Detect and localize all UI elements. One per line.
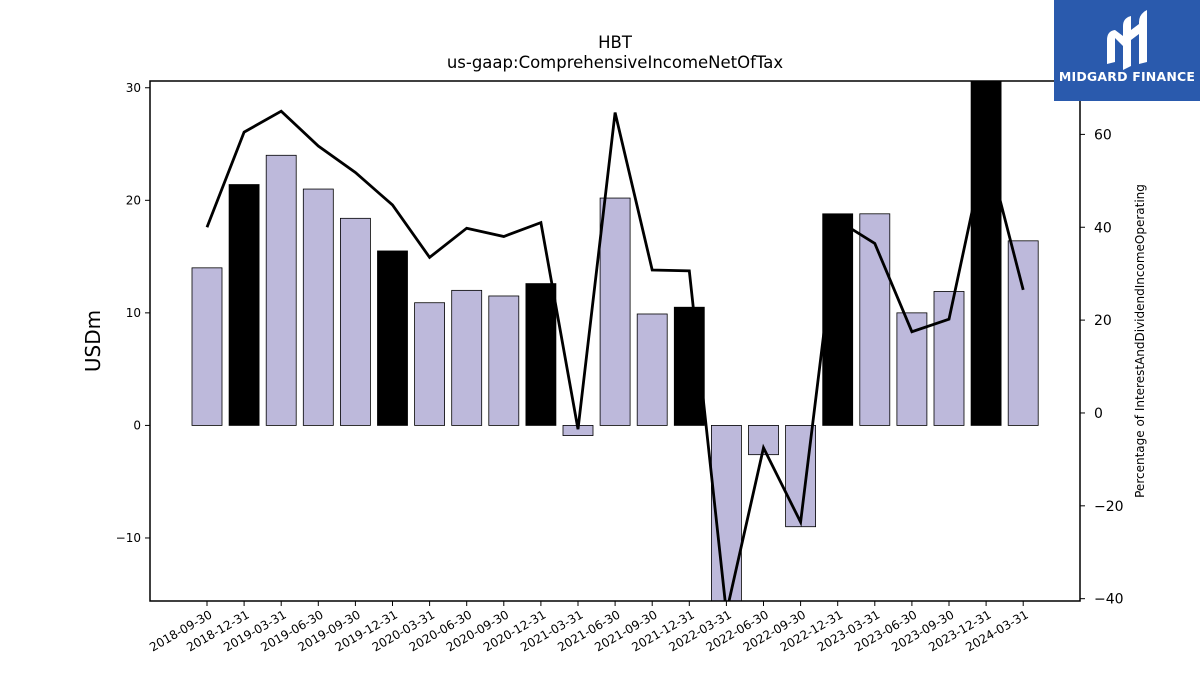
bar-2020-12-31	[525, 283, 557, 426]
bar-2019-09-30	[339, 217, 371, 426]
chart-subtitle: us-gaap:ComprehensiveIncomeNetOfTax	[447, 53, 784, 72]
y2-tick-label-0: 0	[1094, 406, 1103, 422]
y-tick-label-0: 0	[133, 418, 141, 432]
bar-2020-09-30	[488, 295, 520, 426]
bar-2018-09-30	[191, 267, 223, 426]
bar-2019-12-31	[377, 250, 408, 426]
bar-2023-09-30	[933, 291, 965, 426]
bar-2020-03-31	[414, 302, 446, 426]
y2-tick-label--40: −40	[1094, 592, 1124, 608]
bar-2024-03-31	[1007, 240, 1039, 426]
company-logo: MIDGARD FINANCE	[1054, 0, 1200, 101]
y2-axis-label: Percentage of InterestAndDividendIncomeO…	[1133, 184, 1147, 498]
bar-2021-09-30	[636, 313, 668, 426]
percentage-line	[205, 109, 1025, 601]
bar-2023-03-31	[859, 213, 891, 426]
y-tick-label--10: −10	[116, 531, 141, 545]
bar-2019-03-31	[265, 154, 297, 426]
bar-2022-12-31	[822, 213, 854, 426]
y2-tick-label-20: 20	[1094, 313, 1112, 329]
plot-area: −100102030−40−2002040602018-09-302018-12…	[116, 80, 1124, 654]
bar-2021-06-30	[599, 197, 631, 426]
y-tick-label-10: 10	[126, 306, 141, 320]
y2-tick-label--20: −20	[1094, 499, 1124, 515]
logo-text: MIDGARD FINANCE	[1058, 69, 1196, 84]
bar-2020-06-30	[451, 289, 483, 426]
bar-2023-12-31	[970, 80, 1002, 426]
logo-mark-icon	[1107, 10, 1147, 70]
y2-tick-label-60: 60	[1094, 127, 1112, 143]
y-axis-label: USDm	[81, 310, 105, 372]
chart-title: HBT	[598, 33, 633, 52]
y-tick-label-30: 30	[126, 81, 141, 95]
bar-2019-06-30	[302, 188, 334, 426]
y2-tick-label-40: 40	[1094, 220, 1112, 236]
bar-2018-12-31	[228, 184, 260, 426]
y-tick-label-20: 20	[126, 193, 141, 207]
